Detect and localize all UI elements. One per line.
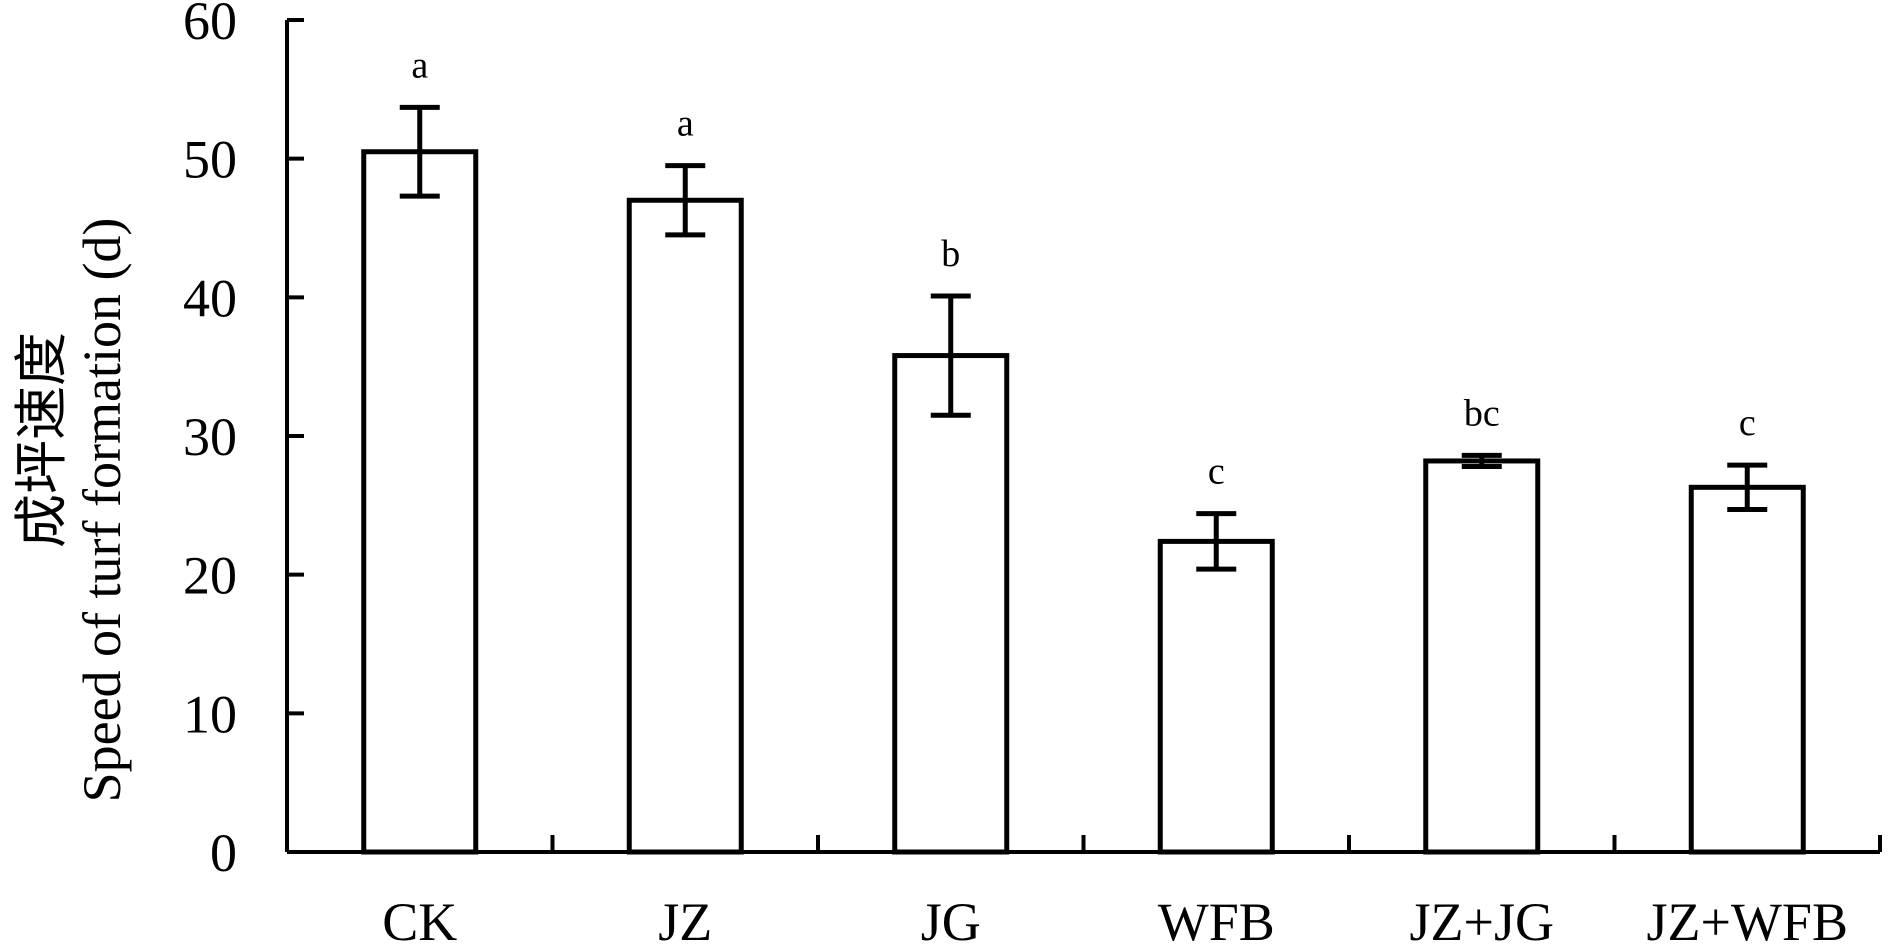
- x-tick-label: JZ+WFB: [1647, 892, 1848, 946]
- plot-area: 0 10 20 30 40 50 60 a CK a JZ b JG c WFB bc JZ+JG c JZ+WFB: [183, 0, 1882, 946]
- x-tick-label: JZ: [658, 892, 712, 946]
- x-tick-label: WFB: [1158, 892, 1275, 946]
- y-tick-label: 40: [183, 268, 237, 328]
- y-axis-label-group: 成坪速度 Speed of turf formation (d): [12, 218, 132, 803]
- y-tick-label: 50: [183, 130, 237, 190]
- significance-label: a: [411, 44, 428, 86]
- y-tick-label: 0: [210, 823, 237, 883]
- significance-label: a: [677, 103, 694, 145]
- bar-jz: [626, 197, 744, 855]
- y-tick-label: 10: [183, 684, 237, 744]
- bar-jg: [892, 353, 1010, 855]
- significance-label: bc: [1464, 392, 1500, 434]
- y-tick-label: 30: [183, 407, 237, 467]
- bar-jz-plus-wfb: [1688, 484, 1806, 855]
- y-axis-label-cn: 成坪速度: [12, 332, 72, 548]
- significance-label: c: [1208, 451, 1225, 493]
- y-axis-label-en: Speed of turf formation (d): [72, 218, 132, 803]
- bar-jz-plus-jg: [1423, 458, 1541, 855]
- x-tick-label: JZ+JG: [1410, 892, 1554, 946]
- significance-label: c: [1739, 402, 1756, 444]
- x-tick-label: CK: [382, 892, 457, 946]
- bar-wfb: [1157, 538, 1275, 855]
- significance-label: b: [941, 233, 960, 275]
- bar-ck: [361, 149, 479, 855]
- y-tick-label: 20: [183, 546, 237, 606]
- x-tick-label: JG: [921, 892, 981, 946]
- y-tick-label: 60: [183, 0, 237, 51]
